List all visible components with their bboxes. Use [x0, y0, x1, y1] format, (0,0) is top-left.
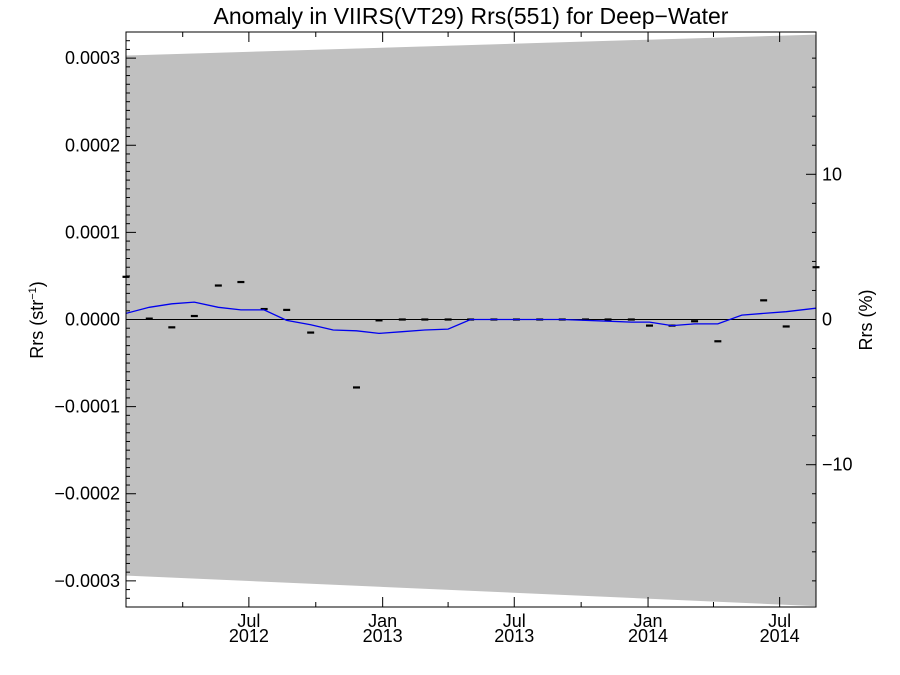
trend-line [125, 301, 817, 335]
y-axis-label-right: Rrs (%) [856, 290, 876, 351]
series-layer [122, 266, 820, 389]
y-tick-label-left: 0.0001 [65, 222, 120, 242]
x-tick-label-month: Jan [368, 611, 397, 631]
x-tick-label-year: 2014 [628, 626, 668, 646]
x-tick-label-year: 2012 [229, 626, 269, 646]
y-tick-label-left: −0.0001 [54, 397, 120, 417]
y-axis-label-left-suffix: ) [27, 281, 47, 287]
y-tick-label-left: 0.0003 [65, 48, 120, 68]
y-tick-label-right: 10 [822, 164, 842, 184]
x-tick-label-year: 2013 [363, 626, 403, 646]
y-axis-label-left-superscript: −1 [27, 287, 39, 300]
y-tick-label-left: 0.0000 [65, 310, 120, 330]
y-axis-label-left: Rrs (str−1) [27, 281, 47, 359]
y-axis-label-left-main: Rrs (str [27, 300, 47, 359]
x-tick-label-month: Jan [634, 611, 663, 631]
x-tick-label-month: Jul [503, 611, 526, 631]
y-tick-label-left: −0.0002 [54, 484, 120, 504]
y-tick-label-left: −0.0003 [54, 571, 120, 591]
labels-layer: Anomaly in VIIRS(VT29) Rrs(551) for Deep… [27, 3, 876, 359]
y-tick-label-right: 0 [822, 310, 832, 330]
x-tick-label-year: 2014 [760, 626, 800, 646]
y-tick-label-left: 0.0002 [65, 135, 120, 155]
x-tick-label-month: Jul [237, 611, 260, 631]
axes-layer: Jul2012Jan2013Jul2013Jan2014Jul20140.000… [54, 31, 853, 646]
x-tick-label-month: Jul [768, 611, 791, 631]
x-tick-label-year: 2013 [494, 626, 534, 646]
y-tick-label-right: −10 [822, 455, 853, 475]
chart-title: Anomaly in VIIRS(VT29) Rrs(551) for Deep… [214, 3, 729, 29]
